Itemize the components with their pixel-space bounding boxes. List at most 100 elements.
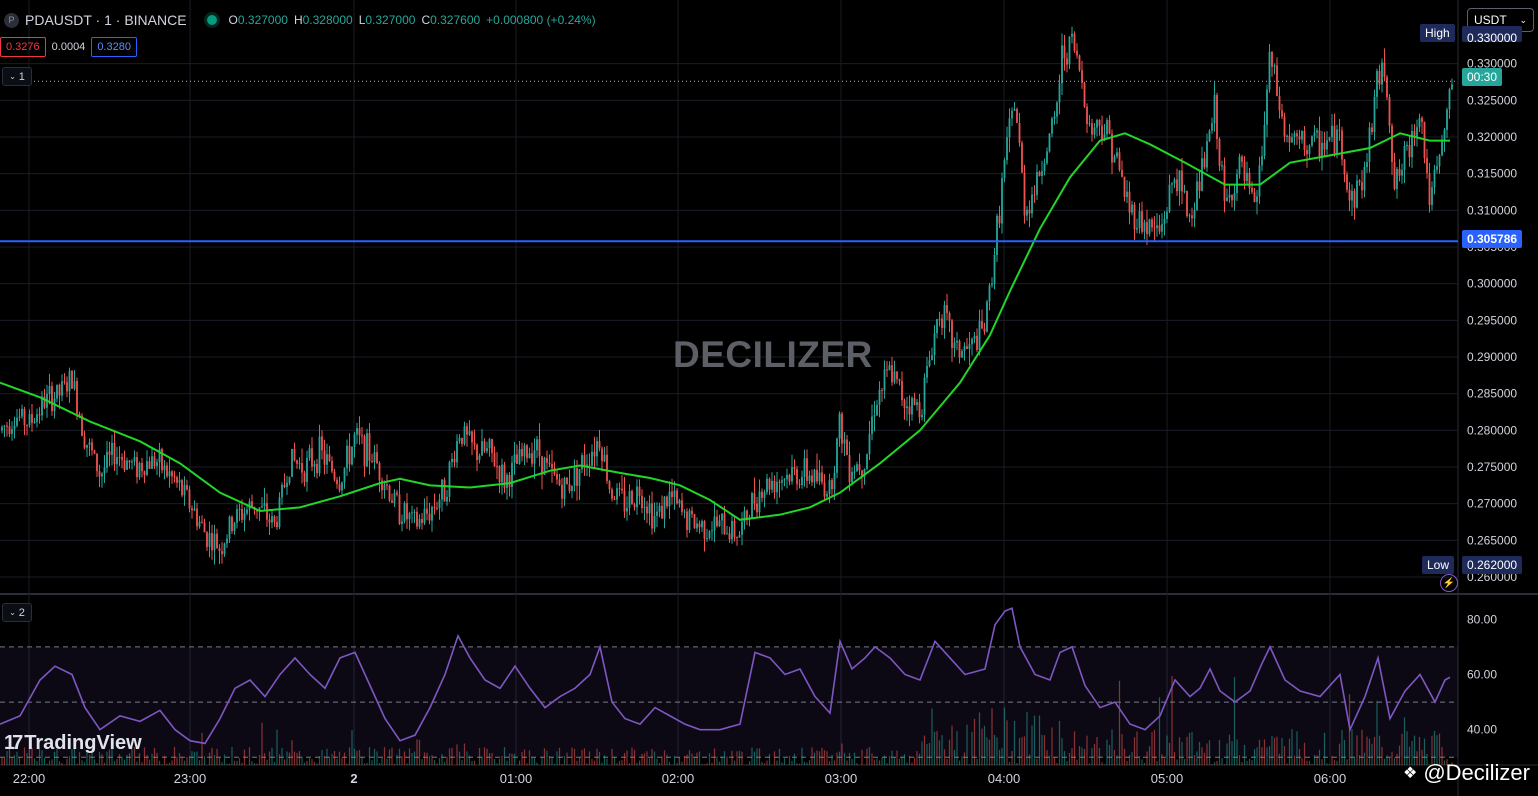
candle [1408,135,1411,167]
candle [786,468,788,489]
volume-bar [1326,763,1328,765]
candle-body [6,425,8,427]
candle-body [698,523,701,528]
ask-button[interactable]: 0.3280 [91,37,137,57]
volume-bar [218,757,221,765]
volume-bar [961,756,963,765]
candle [848,441,851,492]
candle-body [263,503,266,507]
pane1-collapse-button[interactable]: ⌄ 1 [2,67,32,86]
candle-body [616,488,618,500]
volume-bar [308,757,311,765]
volume-bar [486,748,488,765]
volume-bar [1053,757,1056,765]
volume-bar [836,752,838,765]
volume-bar [398,748,401,765]
pane2-collapse-button[interactable]: ⌄ 2 [2,603,32,622]
volume-bar [1061,738,1063,765]
volume-bar [1261,747,1263,765]
tradingview-logo[interactable]: 17 TradingView [4,732,142,755]
candle [963,342,966,361]
candle-body [1451,84,1453,90]
bid-button[interactable]: 0.3276 [0,37,46,57]
candle [768,477,771,495]
candle [1213,81,1216,132]
candle [376,443,378,465]
volume-bar [331,753,333,765]
candle-body [318,436,321,474]
candle-body [1426,157,1428,174]
volume-bar [578,757,581,765]
candle [518,441,521,465]
volume-bar [556,751,558,765]
volume-bar [523,749,526,765]
candle [1431,181,1433,211]
candle [1041,160,1043,185]
candle [1078,54,1081,72]
candle-body [631,490,633,505]
volume-bar [1436,735,1438,765]
volume-bar [288,752,291,765]
candle-body [1203,158,1206,168]
volume-bar [1353,757,1356,765]
candle-body [473,442,476,445]
candle-body [948,312,951,321]
volume-bar [736,751,738,765]
volume-bar [176,756,178,765]
market-status-icon[interactable] [206,15,217,25]
volume-bar [1148,746,1151,765]
candle-body [858,464,861,471]
candle [1016,107,1018,124]
volume-bar [561,763,563,765]
candle [1186,190,1188,218]
volume-bar [621,759,623,765]
volume-bar [378,762,381,765]
candle-body [361,435,363,437]
volume-bar [816,750,818,765]
candle-body [111,442,113,455]
candle-body [868,433,871,455]
lightning-icon[interactable]: ⚡ [1440,574,1458,592]
candle-body [1036,171,1038,195]
rsi-tick-label: 40.00 [1467,723,1497,737]
candle [473,429,476,450]
candle-body [1386,76,1388,98]
symbol-title[interactable]: PDAUSDT · 1 · BINANCE [25,12,187,28]
volume-bar [986,737,988,765]
candle [566,476,568,485]
candle-body [741,521,743,535]
candle-body [436,507,438,509]
volume-bar [716,756,718,765]
candle-body [1406,144,1408,146]
candle [1423,121,1426,164]
candle-body [1016,108,1018,124]
volume-bar [923,735,926,765]
volume-bar [1341,729,1343,765]
candle-body [353,434,356,447]
candle [448,460,451,503]
candle-body [1183,191,1186,193]
candle-body [763,492,766,498]
candle-body [621,488,623,491]
candle [1266,84,1268,138]
candle [1098,119,1101,136]
candle [321,430,323,460]
candle [726,525,728,535]
candle-body [1231,194,1233,201]
candle [1353,188,1356,220]
candle-body [1268,51,1271,90]
candle [1411,124,1413,169]
spread-value: 0.0004 [51,41,86,53]
candle [483,438,486,454]
volume-bar [231,747,233,765]
candle [371,453,373,464]
candle-body [208,532,211,547]
tradingview-icon: 17 [4,732,23,754]
candle-body [746,510,748,520]
candle [171,469,173,484]
candle-body [1023,172,1026,216]
candle-body [656,511,658,516]
candle [841,411,843,454]
time-tick-label: 03:00 [825,771,858,786]
